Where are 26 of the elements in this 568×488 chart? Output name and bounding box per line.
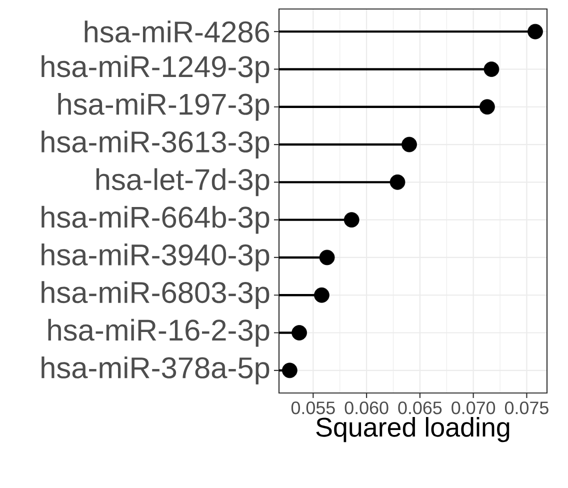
y-tick-label: hsa-miR-1249-3p <box>42 55 270 84</box>
point <box>402 136 417 152</box>
y-tick-label: hsa-miR-16-2-3p <box>48 318 270 347</box>
point <box>314 287 330 303</box>
y-tick-label: hsa-miR-4286 <box>84 20 270 43</box>
point <box>484 62 500 77</box>
x-tick-label: 0.060 <box>344 402 388 414</box>
x-axis-title: Squared loading <box>316 417 510 442</box>
x-tick-label: 0.075 <box>504 402 548 414</box>
y-tick-label: hsa-miR-6803-3p <box>42 281 270 310</box>
point <box>319 250 335 266</box>
y-tick-label: hsa-miR-197-3p <box>58 92 270 121</box>
y-tick-label: hsa-miR-3613-3p <box>42 130 270 158</box>
y-tick-label: hsa-miR-664b-3p <box>42 206 270 234</box>
point <box>528 24 543 40</box>
point <box>480 99 495 115</box>
y-tick-label: hsa-let-7d-3p <box>96 168 270 196</box>
point <box>390 174 406 190</box>
x-tick-label: 0.055 <box>291 402 335 414</box>
x-tick-label: 0.070 <box>452 402 496 414</box>
y-tick-label: hsa-miR-3940-3p <box>42 244 270 272</box>
point <box>344 212 360 228</box>
y-tick-label: hsa-miR-378a-5p <box>42 356 270 384</box>
x-tick-label: 0.065 <box>398 402 442 414</box>
point <box>282 362 298 378</box>
point <box>292 325 307 340</box>
